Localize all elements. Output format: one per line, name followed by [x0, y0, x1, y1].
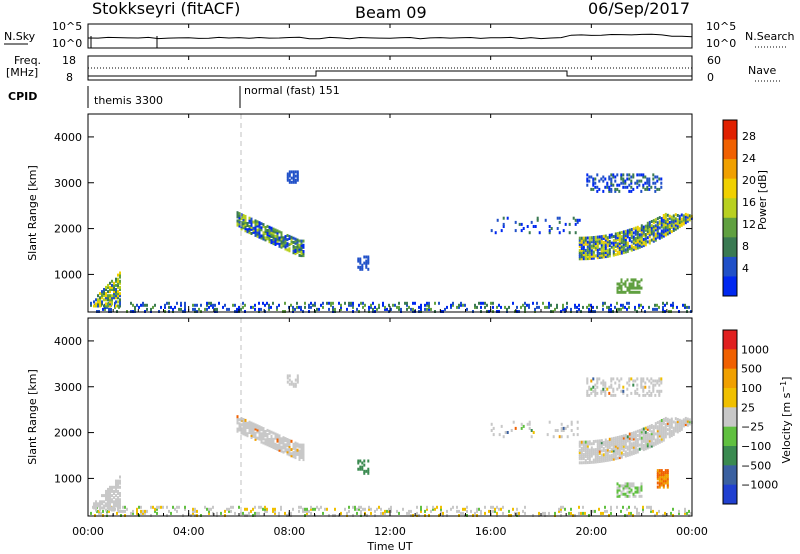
nsky-panel: N.Sky 10^5 10^0 10^5 10^0 N.Search: [4, 20, 795, 50]
colorbar-swatch: [723, 407, 737, 428]
colorbar-tick-label: 8: [742, 240, 749, 253]
colorbar-tick-label: −100: [741, 440, 771, 453]
colorbar-swatch: [723, 368, 737, 389]
y-tick-label: 2000: [54, 223, 82, 236]
station-title: Stokkseyri (fitACF): [92, 0, 240, 18]
colorbar-swatch: [723, 178, 737, 199]
colorbar-tick-label: 24: [742, 152, 756, 165]
nsky-tick-top: 10^5: [52, 20, 82, 33]
velocity-colorbar: 1000 500 100 25 −25 −100 −500 −1000: [722, 329, 778, 505]
x-tick-label: 16:00: [475, 525, 507, 538]
freq-label: Freq.: [14, 54, 41, 67]
velocity-axes-frame: [87, 317, 693, 517]
x-tick-label: 04:00: [173, 525, 205, 538]
y-tick-label: 1000: [54, 268, 82, 281]
colorbar-tick-label: 28: [742, 130, 756, 143]
nave-tick-bottom: 0: [707, 71, 714, 84]
nsky-tick-bottom: 10^0: [52, 37, 82, 50]
x-tick-label: 08:00: [273, 525, 305, 538]
colorbar-tick-label: 4: [742, 262, 749, 275]
colorbar-swatch: [723, 159, 737, 180]
cpid-panel: CPID themis 3300 normal (fast) 151: [8, 84, 340, 108]
colorbar-swatch: [723, 465, 737, 486]
power-axes-frame: [87, 113, 693, 313]
colorbar-swatch: [723, 426, 737, 447]
colorbar-swatch: [723, 139, 737, 160]
power-colorbar-label: Power [dB]: [756, 170, 769, 230]
nave-tick-top: 60: [707, 54, 721, 67]
cpid-segment-1: themis 3300: [94, 94, 163, 107]
colorbar-tick-label: 12: [742, 218, 756, 231]
power-colorbar: 4 8 12 16 20 24 28: [722, 119, 756, 297]
velocity-colorbar-label: Velocity [m s−1]: [779, 377, 793, 464]
y-tick-label: 4000: [54, 131, 82, 144]
colorbar-swatch: [723, 120, 737, 141]
y-tick-label: 3000: [54, 177, 82, 190]
colorbar-swatch: [723, 349, 737, 370]
freq-panel: Freq. [MHz] 18 8 60 0 Nave: [6, 54, 782, 84]
colorbar-swatch: [723, 388, 737, 408]
nsearch-tick-bottom: 10^0: [706, 37, 736, 50]
nsearch-tick-top: 10^5: [706, 20, 736, 33]
colorbar-tick-label: 100: [741, 382, 762, 395]
colorbar-tick-label: 25: [741, 401, 755, 414]
power-panel: 1000 2000 3000 4000 Slant Range [km] 4 8 12 16…: [26, 113, 769, 313]
colorbar-swatch: [723, 237, 737, 258]
freq-unit: [MHz]: [6, 66, 38, 79]
date-title: 06/Sep/2017: [588, 0, 690, 18]
colorbar-swatch: [723, 256, 737, 277]
colorbar-swatch: [723, 276, 737, 297]
cpid-segment-2: normal (fast) 151: [244, 84, 340, 97]
cpid-label: CPID: [8, 90, 37, 103]
x-tick-label: 00:00: [72, 525, 104, 538]
y-tick-label: 1000: [54, 472, 82, 485]
colorbar-swatch: [723, 446, 737, 466]
nsky-label: N.Sky: [4, 30, 36, 43]
colorbar-tick-label: −500: [741, 459, 771, 472]
power-echo-field: [90, 170, 693, 313]
freq-tick-top: 18: [62, 54, 76, 67]
colorbar-tick-label: 500: [741, 363, 762, 376]
y-tick-label: 4000: [54, 335, 82, 348]
colorbar-tick-label: −1000: [741, 479, 778, 492]
colorbar-swatch: [723, 484, 737, 505]
colorbar-swatch: [723, 198, 737, 219]
velocity-panel: 1000 2000 3000 4000 Slant Range [km] 1000 50…: [26, 317, 793, 517]
power-ylabel: Slant Range [km]: [26, 165, 39, 261]
colorbar-swatch: [723, 217, 737, 238]
velocity-ylabel: Slant Range [km]: [26, 369, 39, 465]
x-tick-label: 00:00: [676, 525, 708, 538]
x-axis-label: Time UT: [366, 540, 412, 553]
colorbar-tick-label: 16: [742, 196, 756, 209]
nsearch-label: N.Search: [745, 30, 795, 43]
beam-title: Beam 09: [355, 3, 427, 22]
y-tick-label: 2000: [54, 427, 82, 440]
velocity-echo-field: [90, 374, 693, 517]
y-tick-label: 3000: [54, 381, 82, 394]
colorbar-tick-label: −25: [741, 421, 764, 434]
x-tick-label: 12:00: [374, 525, 406, 538]
colorbar-tick-label: 20: [742, 174, 756, 187]
colorbar-tick-label: 1000: [741, 343, 769, 356]
nave-label: Nave: [748, 64, 776, 77]
x-tick-label: 20:00: [575, 525, 607, 538]
x-axis: 00:00 04:00 08:00 12:00 16:00 20:00 00:00: [72, 24, 708, 538]
freq-tick-bottom: 8: [66, 71, 73, 84]
colorbar-swatch: [723, 330, 737, 350]
